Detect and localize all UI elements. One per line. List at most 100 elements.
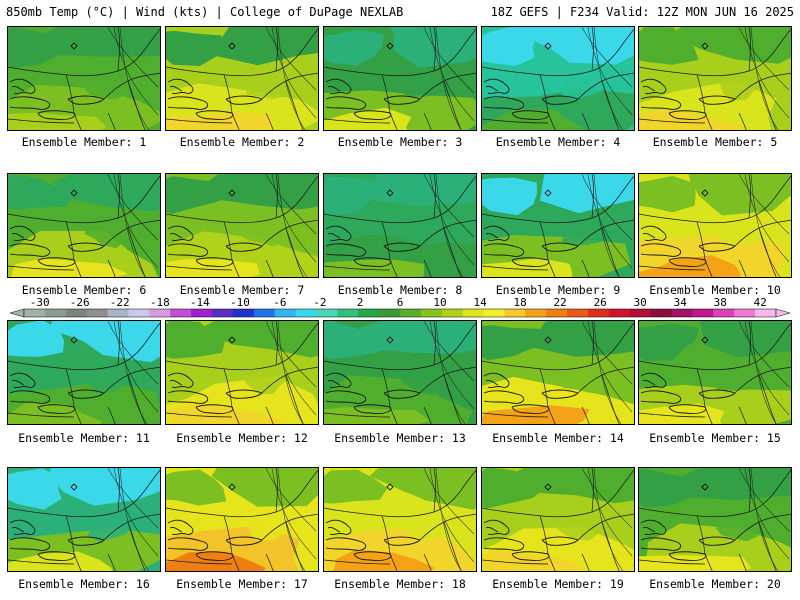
city-marker-icon <box>70 189 78 197</box>
ensemble-member-map <box>7 320 161 425</box>
temperature-field <box>166 321 318 424</box>
city-marker-icon <box>70 42 78 50</box>
colorbar-segment <box>713 309 735 317</box>
ensemble-member-label: Ensemble Member: 19 <box>492 577 624 591</box>
map-boundaries <box>166 468 318 571</box>
ensemble-member-map <box>7 173 161 278</box>
colorbar-segment <box>253 309 276 317</box>
ensemble-member-map <box>323 320 477 425</box>
city-marker-icon <box>228 336 236 344</box>
ensemble-member-map <box>7 26 161 131</box>
temperature-field <box>324 321 476 424</box>
temperature-field <box>324 468 476 571</box>
colorbar-tick-label: 6 <box>397 297 404 309</box>
temperature-field <box>166 174 318 277</box>
colorbar-tick-label: 34 <box>674 297 688 309</box>
colorbar-segment <box>191 309 213 317</box>
temperature-field <box>639 27 791 130</box>
city-marker-icon <box>701 336 709 344</box>
city-marker-icon <box>544 42 552 50</box>
ensemble-member-label: Ensemble Member: 9 <box>495 283 621 297</box>
colorbar-segment <box>420 309 443 317</box>
map-boundaries <box>8 321 160 424</box>
colorbar-segment <box>44 309 67 317</box>
city-marker-icon <box>701 483 709 491</box>
temperature-field <box>8 174 160 277</box>
ensemble-member-map <box>481 320 635 425</box>
ensemble-member-map <box>323 467 477 572</box>
temperature-field <box>166 27 318 130</box>
colorbar-segment <box>232 309 255 317</box>
map-boundaries <box>166 321 318 424</box>
colorbar-segment <box>149 309 171 317</box>
ensemble-member-map <box>7 467 161 572</box>
colorbar-tick-label: 42 <box>754 297 767 309</box>
ensemble-member-label: Ensemble Member: 7 <box>179 283 305 297</box>
colorbar-segment <box>504 309 526 317</box>
colorbar-segment <box>128 309 150 317</box>
colorbar-tick-label: 18 <box>513 297 526 309</box>
map-boundaries <box>482 468 634 571</box>
colorbar-segment <box>316 309 338 317</box>
temperature-field <box>8 321 160 424</box>
colorbar-max-arrow <box>775 308 790 318</box>
ensemble-member-label: Ensemble Member: 16 <box>18 577 150 591</box>
colorbar-tick-label: 26 <box>594 297 607 309</box>
colorbar-segment <box>525 309 547 317</box>
ensemble-member-map <box>323 173 477 278</box>
temperature-field <box>8 27 160 130</box>
temperature-field <box>482 468 634 571</box>
map-boundaries <box>324 27 476 130</box>
map-boundaries <box>8 468 160 571</box>
colorbar-segment <box>295 309 317 317</box>
colorbar-segment <box>755 309 777 317</box>
ensemble-member-label: Ensemble Member: 17 <box>176 577 308 591</box>
colorbar-segment <box>212 309 234 317</box>
city-marker-icon <box>228 189 236 197</box>
temperature-field <box>166 468 318 571</box>
temperature-colorbar: -30 -26 -22 -18 -14 -10 -6 -2 2 6 10 14 18 22 26 30 34 38… <box>10 297 790 318</box>
ensemble-member-label: Ensemble Member: 18 <box>334 577 466 591</box>
ensemble-member-label: Ensemble Member: 12 <box>176 431 308 445</box>
colorbar-segment <box>441 309 464 317</box>
colorbar-segment <box>379 309 401 317</box>
city-marker-icon <box>544 189 552 197</box>
temperature-field <box>639 468 791 571</box>
colorbar-segment <box>337 309 359 317</box>
ensemble-member-map <box>481 26 635 131</box>
colorbar-segment <box>483 309 505 317</box>
city-marker-icon <box>386 483 394 491</box>
ensemble-member-map <box>323 26 477 131</box>
ensemble-member-map <box>165 173 319 278</box>
temperature-field <box>324 174 476 277</box>
map-boundaries <box>324 174 476 277</box>
map-boundaries <box>324 468 476 571</box>
colorbar-segment <box>692 309 714 317</box>
ensemble-member-label: Ensemble Member: 5 <box>652 135 778 149</box>
colorbar-segment <box>400 309 422 317</box>
colorbar-segment <box>546 309 568 317</box>
ensemble-member-label: Ensemble Member: 10 <box>649 283 781 297</box>
colorbar-segment <box>65 309 88 317</box>
colorbar-tick-label: -30 <box>30 297 50 309</box>
ensemble-member-map <box>638 467 792 572</box>
ensemble-member-map <box>165 320 319 425</box>
ensemble-member-label: Ensemble Member: 2 <box>179 135 305 149</box>
colorbar-segment <box>358 309 380 317</box>
map-boundaries <box>482 321 634 424</box>
colorbar-tick-label: 10 <box>433 297 446 309</box>
colorbar-segment <box>629 309 652 317</box>
ensemble-member-map <box>481 173 635 278</box>
chart-title-right: 18Z GEFS | F234 Valid: 12Z MON JUN 16 20… <box>490 5 794 19</box>
ensemble-member-map <box>165 467 319 572</box>
map-boundaries <box>482 174 634 277</box>
ensemble-member-label: Ensemble Member: 20 <box>649 577 781 591</box>
city-marker-icon <box>70 483 78 491</box>
city-marker-icon <box>701 189 709 197</box>
colorbar-tick-label: 30 <box>634 297 647 309</box>
colorbar-tick-label: -26 <box>70 297 90 309</box>
map-boundaries <box>324 321 476 424</box>
map-boundaries <box>8 27 160 130</box>
ensemble-member-label: Ensemble Member: 6 <box>21 283 147 297</box>
ensemble-member-label: Ensemble Member: 11 <box>18 431 150 445</box>
